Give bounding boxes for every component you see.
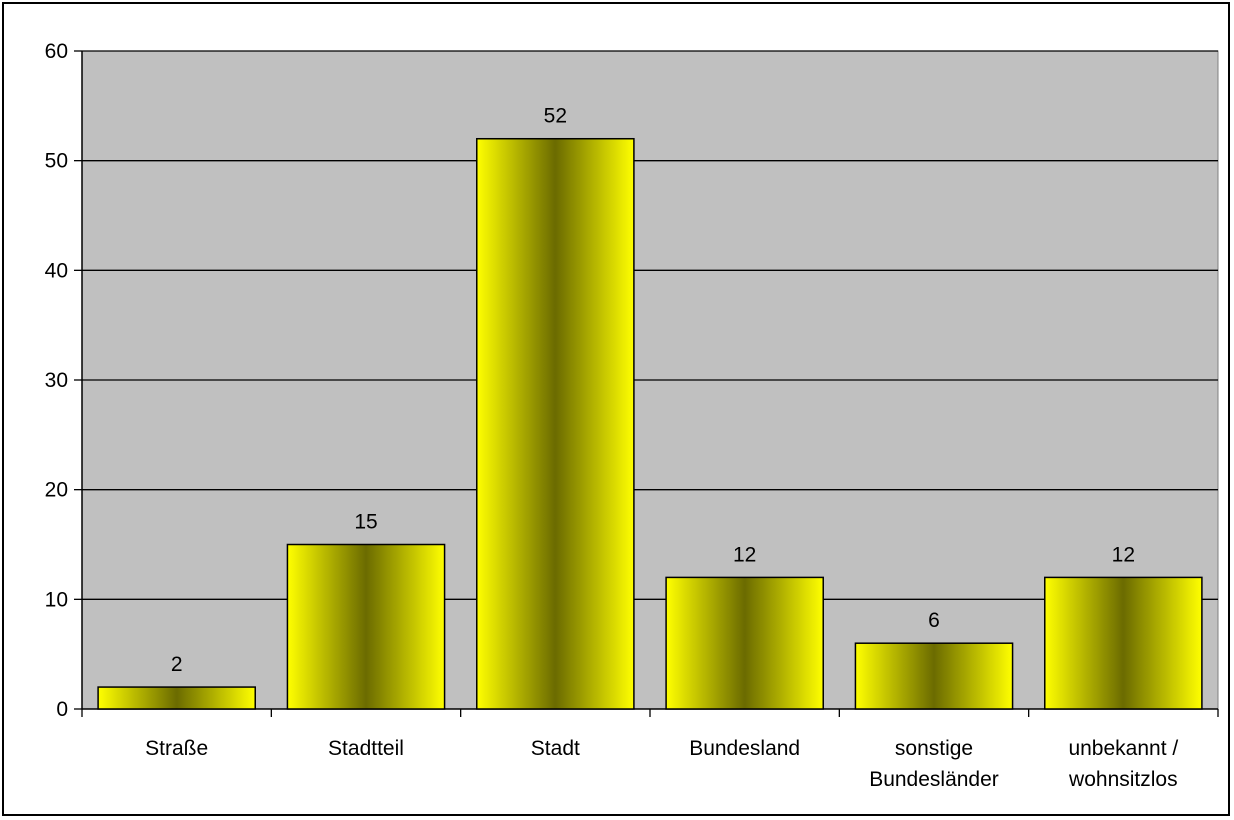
x-tick-label: wohnsitzlos bbox=[1068, 768, 1178, 791]
x-tick-label: unbekannt / bbox=[1068, 737, 1178, 760]
x-tick-label: Bundesländer bbox=[869, 768, 999, 791]
data-label: 12 bbox=[733, 543, 756, 566]
x-tick-label: Stadtteil bbox=[328, 737, 404, 760]
x-tick-label: Stadt bbox=[531, 737, 580, 760]
y-tick-label: 0 bbox=[56, 698, 68, 721]
bar bbox=[476, 137, 635, 710]
x-tick-label: sonstige bbox=[895, 737, 973, 760]
y-tick-label: 10 bbox=[45, 588, 68, 611]
data-label: 15 bbox=[354, 511, 377, 534]
data-label: 6 bbox=[928, 609, 940, 632]
x-tick-label: Straße bbox=[145, 737, 208, 760]
data-label: 12 bbox=[1112, 543, 1135, 566]
bar bbox=[665, 576, 824, 710]
y-tick-label: 20 bbox=[45, 479, 68, 502]
y-tick-label: 60 bbox=[45, 40, 68, 63]
bar bbox=[286, 543, 446, 710]
data-label: 52 bbox=[544, 105, 567, 128]
x-tick-label: Bundesland bbox=[689, 737, 800, 760]
y-tick-label: 50 bbox=[45, 150, 68, 173]
data-label: 2 bbox=[171, 653, 183, 676]
bar bbox=[1044, 576, 1203, 710]
bar bbox=[854, 642, 1014, 710]
y-tick-label: 30 bbox=[45, 369, 68, 392]
bar bbox=[97, 686, 256, 710]
y-tick-label: 40 bbox=[45, 259, 68, 282]
